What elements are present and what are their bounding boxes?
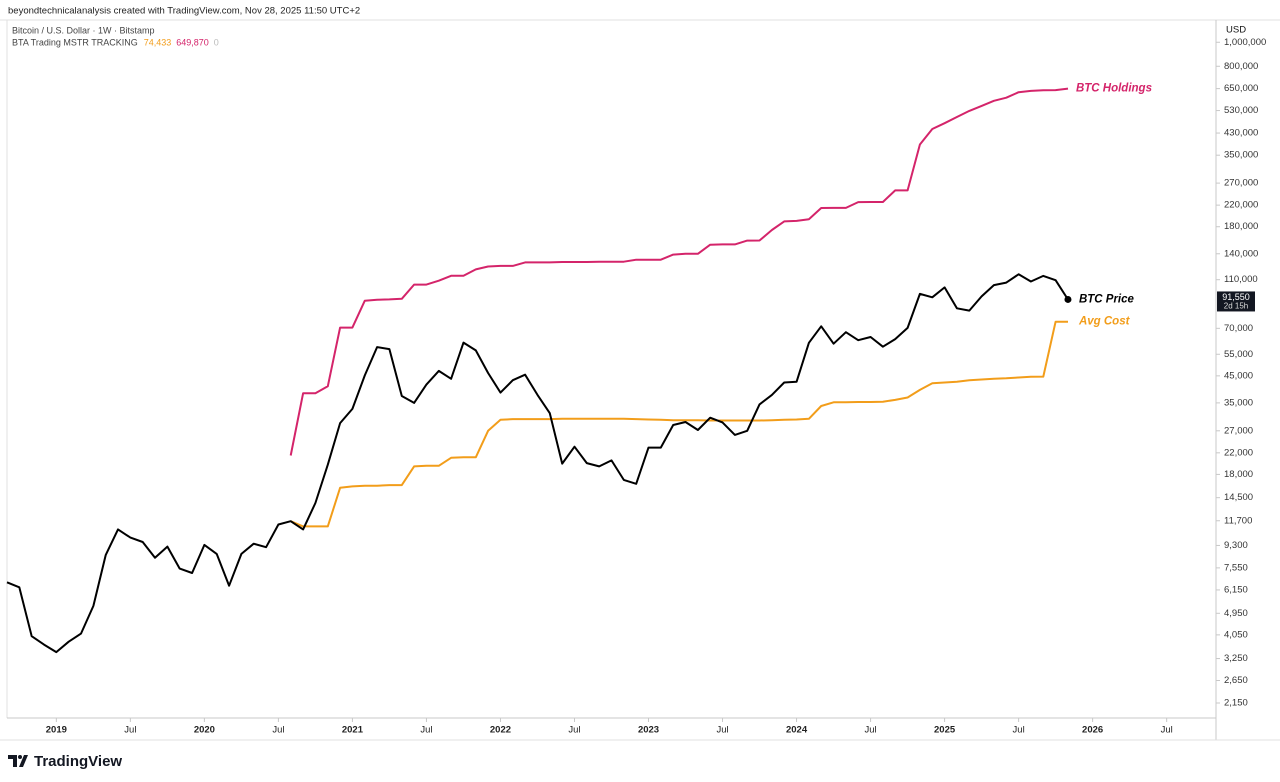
x-tick-label: Jul (716, 725, 728, 736)
y-tick-label: 27,000 (1224, 425, 1253, 436)
x-tick-label: Jul (1013, 725, 1025, 736)
y-tick-label: 2,650 (1224, 675, 1248, 686)
attribution: beyondtechnicalanalysis created with Tra… (8, 6, 360, 17)
x-tick-label: 2022 (490, 725, 511, 736)
last-point (1064, 295, 1072, 303)
x-tick-label: 2019 (46, 725, 67, 736)
y-tick-label: 530,000 (1224, 105, 1258, 116)
y-tick-label: 800,000 (1224, 61, 1258, 72)
y-tick-label: 650,000 (1224, 83, 1258, 94)
y-tick-label: 9,300 (1224, 540, 1248, 551)
price-tag (1217, 291, 1255, 312)
y-tick-label: 14,500 (1224, 492, 1253, 503)
symbol: Bitcoin / U.S. Dollar · 1W · Bitstamp (12, 25, 155, 35)
y-tick-label: 11,700 (1224, 515, 1252, 526)
y-tick-label: 45,000 (1224, 370, 1253, 381)
y-tick-label: 3,250 (1224, 653, 1248, 664)
indicator-value: 649,870 (176, 37, 209, 47)
y-tick-label: 220,000 (1224, 200, 1258, 211)
x-tick-label: Jul (420, 725, 432, 736)
price-tag-countdown: 2d 15h (1224, 302, 1248, 311)
y-tick-label: 350,000 (1224, 150, 1258, 161)
x-tick-label: 2023 (638, 725, 659, 736)
y-tick-label: 4,050 (1224, 629, 1248, 640)
series-line (6, 273, 1069, 654)
price-tag-price: 91,550 (1222, 292, 1250, 302)
x-tick-label: 2025 (934, 725, 956, 736)
x-tick-label: Jul (272, 725, 284, 736)
indicator: BTA Trading MSTR TRACKING (12, 37, 138, 47)
brand: TradingView (34, 753, 122, 770)
y-tick-label: 180,000 (1224, 221, 1258, 232)
logo: TradingView (8, 753, 122, 770)
series-line (290, 320, 1068, 528)
y-tick-label: 2,150 (1224, 698, 1248, 709)
x-tick-label: Jul (568, 725, 580, 736)
series-label: Avg Cost (1078, 316, 1131, 328)
y-tick-label: 110,000 (1224, 274, 1258, 285)
y-tick-label: 7,550 (1224, 562, 1248, 573)
x-tick-label: Jul (124, 725, 136, 736)
currency: USD (1226, 25, 1246, 36)
series-label: BTC Holdings (1076, 83, 1152, 95)
y-tick-label: 35,000 (1224, 397, 1253, 408)
y-tick-label: 4,950 (1224, 608, 1248, 619)
x-tick-label: 2021 (342, 725, 364, 736)
series-line (289, 87, 1069, 456)
y-tick-label: 430,000 (1224, 128, 1258, 139)
indicator-value: 0 (214, 37, 219, 47)
x-tick-label: 2020 (194, 725, 215, 736)
y-tick-label: 6,150 (1224, 584, 1248, 595)
y-tick-label: 270,000 (1224, 178, 1258, 189)
x-tick-label: 2024 (786, 725, 808, 736)
y-tick-label: 22,000 (1224, 447, 1253, 458)
y-tick-label: 1,000,000 (1224, 37, 1266, 48)
series-label: BTC Price (1079, 293, 1135, 305)
x-tick-label: Jul (864, 725, 876, 736)
x-tick-label: Jul (1161, 725, 1173, 736)
y-tick-label: 140,000 (1224, 248, 1258, 259)
y-tick-label: 70,000 (1224, 323, 1253, 334)
x-tick-label: 2026 (1082, 725, 1103, 736)
indicator-value: 74,433 (144, 37, 172, 47)
y-tick-label: 18,000 (1224, 469, 1253, 480)
y-tick-label: 55,000 (1224, 349, 1253, 360)
